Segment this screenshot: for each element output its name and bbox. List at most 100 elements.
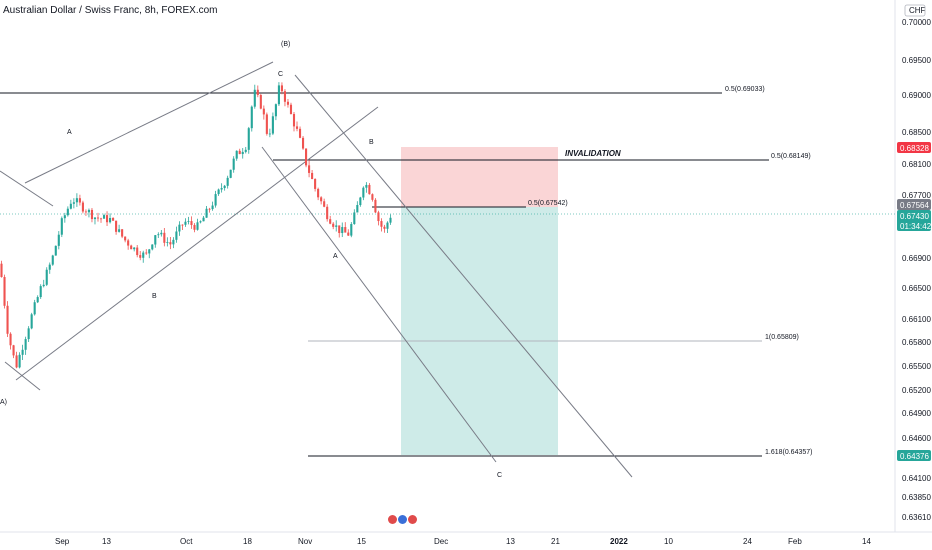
price-tag-current: 0.67430 01:34:42 — [897, 210, 932, 231]
candle — [84, 209, 87, 216]
time-tick: Nov — [298, 537, 312, 546]
fib-label-68149: 0.5(0.68149) — [771, 153, 811, 160]
price-tick: 0.65800 — [902, 338, 931, 347]
candle — [226, 175, 229, 189]
candle — [199, 220, 202, 224]
time-tick: Dec — [434, 537, 448, 546]
candle — [12, 344, 15, 359]
chart-title: Australian Dollar / Swiss Franc, 8h, FOR… — [3, 5, 218, 16]
candle — [244, 146, 247, 154]
candle — [60, 216, 63, 238]
candle — [217, 188, 220, 196]
candle — [181, 224, 184, 230]
candle — [347, 229, 350, 236]
candle — [359, 196, 362, 207]
candle — [220, 183, 223, 193]
trend-line-5[interactable] — [294, 74, 633, 478]
take-profit-zone[interactable] — [401, 207, 558, 455]
candle — [75, 193, 78, 207]
candle — [93, 217, 97, 225]
price-tick: 0.68500 — [902, 128, 931, 137]
candle — [193, 223, 196, 233]
candle — [160, 229, 163, 237]
candle — [0, 260, 3, 278]
candle — [202, 216, 205, 222]
currency-label: CHF — [909, 6, 926, 15]
trend-line-4[interactable] — [4, 361, 41, 391]
candle — [130, 244, 133, 250]
candle — [157, 232, 160, 239]
candle — [268, 128, 271, 138]
candle — [271, 112, 274, 136]
price-tick: 0.66500 — [902, 284, 931, 293]
candle — [142, 250, 145, 263]
candle — [368, 183, 371, 195]
time-tick-labels: Sep 13 Oct 18 Nov 15 Dec 13 21 2022 10 2… — [55, 537, 871, 546]
candle — [27, 326, 30, 343]
stop-loss-zone[interactable] — [401, 147, 558, 207]
candle — [39, 284, 42, 299]
wave-label-a-left: A — [67, 129, 72, 136]
candle — [314, 178, 317, 192]
fib-label-64357: 1.618(0.64357) — [765, 449, 812, 456]
candle — [350, 222, 353, 238]
candle — [190, 216, 193, 229]
candle — [184, 218, 187, 227]
candle — [172, 237, 175, 249]
candle — [109, 213, 112, 224]
trend-line-6[interactable] — [261, 146, 497, 463]
price-tick: 0.70000 — [902, 18, 931, 27]
time-tick: 21 — [551, 537, 560, 546]
wave-label-c-top: C — [278, 71, 283, 78]
candle — [51, 254, 54, 266]
trend-line-1[interactable] — [24, 61, 274, 184]
candle — [323, 198, 326, 208]
price-tick: 0.69000 — [902, 91, 931, 100]
candle — [69, 199, 72, 210]
candle — [112, 217, 115, 221]
svg-text:0.67564: 0.67564 — [900, 201, 929, 210]
candle — [121, 228, 124, 239]
candles[interactable] — [0, 82, 392, 369]
trend-line-3[interactable] — [0, 170, 54, 207]
price-tick: 0.66900 — [902, 254, 931, 263]
wave-label-a-right: A — [333, 253, 338, 260]
candle — [289, 102, 293, 115]
candle — [214, 190, 217, 208]
candle — [187, 216, 190, 225]
candle — [102, 213, 106, 219]
price-tick: 0.64100 — [902, 474, 931, 483]
candle — [136, 244, 139, 258]
brand-logo-icon — [388, 515, 417, 524]
candle — [18, 352, 21, 369]
candle — [374, 198, 377, 213]
candle — [250, 105, 253, 132]
candle — [298, 126, 302, 139]
candle — [292, 112, 296, 132]
candle — [232, 156, 235, 173]
candle — [133, 247, 136, 252]
candle — [223, 184, 226, 191]
candle — [15, 351, 18, 369]
fib-label-69033: 0.5(0.69033) — [725, 86, 765, 93]
wave-label-c-bottom: C — [497, 472, 502, 479]
svg-text:0.67430: 0.67430 — [900, 212, 929, 221]
candle — [274, 103, 277, 121]
time-tick: 15 — [357, 537, 366, 546]
wave-label-b-paren: (B) — [281, 41, 290, 48]
candle — [356, 201, 359, 213]
candle — [33, 299, 36, 316]
candle — [317, 187, 320, 201]
candle — [166, 237, 169, 247]
candle — [365, 182, 368, 193]
candle — [9, 332, 12, 350]
price-tag-last-close: 0.67564 — [897, 199, 931, 210]
price-tick: 0.63610 — [902, 513, 931, 522]
candle — [338, 225, 341, 238]
candle — [118, 224, 121, 233]
candle — [90, 207, 94, 223]
time-tick: 13 — [506, 537, 515, 546]
trend-line-2[interactable] — [15, 106, 379, 381]
candle — [256, 85, 259, 98]
